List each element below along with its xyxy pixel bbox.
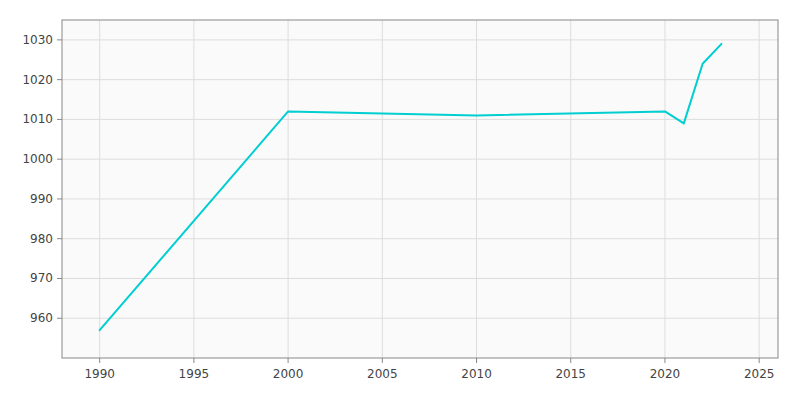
y-tick — [57, 119, 62, 120]
x-grid-line — [99, 20, 100, 358]
x-tick — [382, 358, 383, 363]
y-grid-line — [62, 198, 778, 199]
x-tick — [570, 358, 571, 363]
x-grid-line — [476, 20, 477, 358]
y-tick — [57, 278, 62, 279]
y-tick-label: 1020 — [22, 73, 53, 87]
x-tick-label: 2015 — [555, 367, 586, 381]
y-tick-label: 960 — [30, 311, 53, 325]
x-grid-line — [193, 20, 194, 358]
y-tick-label: 1000 — [22, 152, 53, 166]
x-grid-line — [759, 20, 760, 358]
x-tick — [288, 358, 289, 363]
y-grid-line — [62, 159, 778, 160]
x-tick — [193, 358, 194, 363]
x-tick — [664, 358, 665, 363]
y-tick — [57, 318, 62, 319]
y-tick-labels: 960 970 980 990 1000 1010 1020 1030 — [22, 33, 62, 325]
x-tick-labels: 1990 1995 2000 2005 2010 2015 2020 2025 — [84, 358, 774, 381]
y-grid-line — [62, 318, 778, 319]
chart-container: 1990 1995 2000 2005 2010 2015 2020 2025 960 970 98… — [0, 0, 800, 400]
x-tick — [759, 358, 760, 363]
y-tick-label: 1030 — [22, 33, 53, 47]
y-tick — [57, 79, 62, 80]
y-grid-line — [62, 39, 778, 40]
x-tick-label: 2005 — [367, 367, 398, 381]
x-tick-label: 1990 — [84, 367, 115, 381]
x-grid-line — [288, 20, 289, 358]
x-tick — [99, 358, 100, 363]
x-tick-label: 2000 — [273, 367, 304, 381]
x-grid-line — [382, 20, 383, 358]
data-line — [100, 44, 722, 330]
chart-svg: 1990 1995 2000 2005 2010 2015 2020 2025 960 970 98… — [0, 0, 800, 400]
y-tick — [57, 198, 62, 199]
y-grid-line — [62, 119, 778, 120]
marks — [100, 44, 722, 330]
x-tick-label: 2020 — [650, 367, 681, 381]
x-grid-line — [664, 20, 665, 358]
y-tick-label: 1010 — [22, 112, 53, 126]
x-tick-label: 2010 — [461, 367, 492, 381]
y-tick-label: 970 — [30, 271, 53, 285]
y-grid-line — [62, 238, 778, 239]
y-tick — [57, 238, 62, 239]
plot-frame — [62, 20, 778, 358]
y-tick-label: 990 — [30, 192, 53, 206]
y-tick — [57, 159, 62, 160]
x-tick-label: 2025 — [744, 367, 775, 381]
y-grid-line — [62, 278, 778, 279]
plot-background — [62, 20, 778, 358]
x-tick — [476, 358, 477, 363]
grid — [62, 20, 778, 358]
x-grid-line — [570, 20, 571, 358]
y-tick-label: 980 — [30, 232, 53, 246]
y-tick — [57, 39, 62, 40]
x-tick-label: 1995 — [179, 367, 210, 381]
y-grid-line — [62, 79, 778, 80]
